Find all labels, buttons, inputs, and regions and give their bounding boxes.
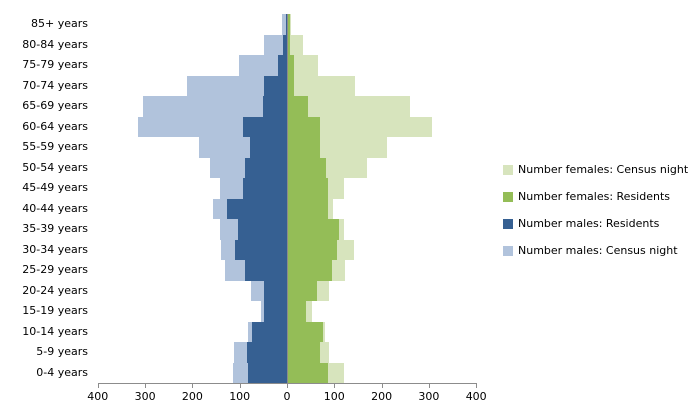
y-axis-label: 80-84 years [22,37,88,51]
legend-label: Number males: Residents [518,217,660,230]
bar [288,96,411,117]
bar [288,34,303,55]
axis-tick [428,384,430,388]
y-axis-label: 50-54 years [22,160,88,174]
axis-tick [287,384,288,388]
bar [245,157,287,178]
y-axis-label: 55-59 years [22,140,88,153]
y-axis-label: 10-14 years [22,324,88,338]
legend-item: Number females: Residents [503,191,688,203]
y-axis-label: 20-24 years [22,283,88,297]
bar [186,75,287,96]
bar [264,34,287,55]
bar [288,96,309,117]
bar [264,301,287,322]
x-axis-label: 300 [134,390,156,403]
y-axis-label: 40-44 years [22,201,88,215]
axis-tick [381,384,383,388]
x-axis-label: 0 [283,390,291,403]
legend-label: Number females: Census night [518,163,689,176]
legend: Number females: Census night Number femal… [503,164,688,257]
legend-item: Number males: Residents [503,218,688,230]
axis-tick [239,384,241,388]
y-axis-label: 25-29 years [22,263,88,276]
bar [226,198,287,219]
bar [288,116,433,137]
legend-swatch [503,219,513,229]
bar [288,198,328,219]
x-axis-label: 400 [465,390,487,403]
bar [244,260,287,281]
bar [288,342,321,363]
axis-tick [192,384,194,388]
bar [248,362,287,383]
axis-tick [476,384,478,388]
bar [250,137,287,158]
bar [251,321,287,342]
legend-swatch [503,246,513,256]
bar [281,14,287,35]
bar [288,219,340,240]
bar [288,321,323,342]
y-axis-label: 45-49 years [22,181,88,194]
x-axis-label: 400 [87,390,109,403]
bar [288,362,328,383]
bar [288,14,291,35]
bar [288,239,338,260]
axis-tick [97,384,99,388]
y-axis-label: 70-74 years [22,78,88,92]
bar [234,239,287,260]
y-axis-label: 15-19 years [22,304,88,317]
y-axis-label: 30-34 years [22,242,88,256]
legend-swatch [503,192,513,202]
bar [288,34,291,55]
legend-item: Number males: Census night [503,245,688,257]
bar [238,219,287,240]
bar [239,55,287,76]
bar [288,157,326,178]
x-axis-label: 200 [371,390,393,403]
x-axis-label: 100 [323,390,345,403]
y-axis-label: 65-69 years [22,99,88,112]
y-axis-label: 5-9 years [36,345,88,358]
bar [288,116,321,137]
x-axis-label: 200 [181,390,203,403]
bar [288,55,294,76]
axis-tick [145,384,147,388]
value-axis-line [97,383,478,384]
bar [288,280,317,301]
bar [242,116,287,137]
bar [263,96,287,117]
bar [288,260,333,281]
legend-item: Number females: Census night [503,164,688,176]
bar [288,301,306,322]
y-axis-label: 35-39 years [22,222,88,235]
bar [246,342,287,363]
y-axis-label: 85+ years [31,17,88,30]
bar [283,34,287,55]
bar [288,55,318,76]
bar [288,75,356,96]
legend-label: Number males: Census night [518,244,678,257]
x-axis-label: 100 [229,390,251,403]
bar [278,55,287,76]
category-axis-line [287,14,288,383]
y-axis-label: 75-79 years [22,58,88,71]
bar [242,178,287,199]
legend-label: Number females: Residents [518,190,671,203]
bar [288,75,295,96]
bar [286,14,287,35]
bar [288,178,329,199]
bar [264,280,287,301]
y-axis-label: 60-64 years [22,119,88,133]
y-axis-label: 0-4 years [36,365,88,379]
x-axis-label: 300 [418,390,440,403]
bar [264,75,287,96]
legend-swatch [503,165,513,175]
bar [143,96,287,117]
axis-tick [334,384,336,388]
bar [288,137,321,158]
